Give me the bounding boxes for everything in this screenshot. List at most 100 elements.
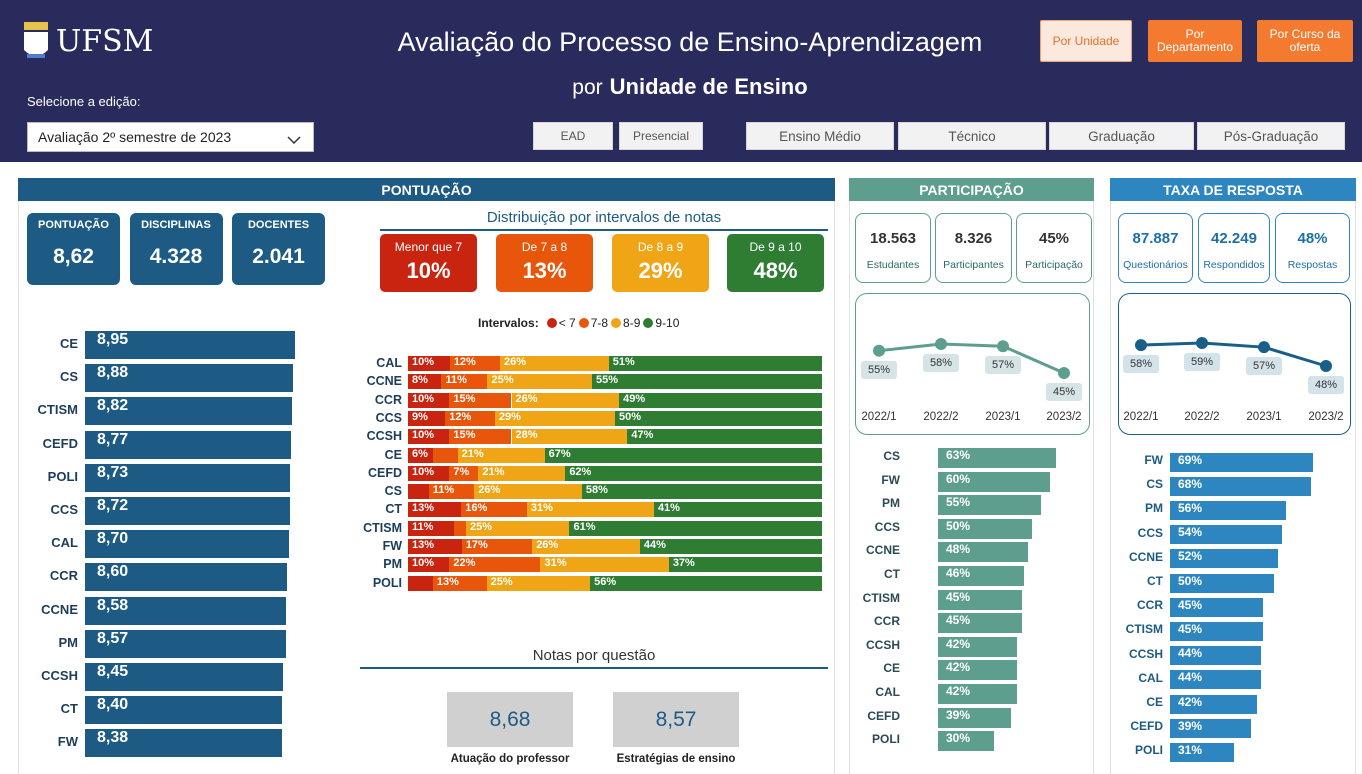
bar: 30% <box>938 731 995 752</box>
bar: 42% <box>1170 694 1258 714</box>
kpi-label: Respondidos <box>1203 259 1265 271</box>
filter-button[interactable]: Presencial <box>619 122 703 150</box>
edition-dropdown[interactable]: Avaliação 2º semestre de 2023 <box>27 122 314 152</box>
logo-text: UFSM <box>56 24 154 59</box>
questions-underline <box>360 667 828 669</box>
bar-label: PM <box>1145 501 1163 516</box>
bar-value-label: 8,82 <box>97 397 129 415</box>
bar-value-label: 8,88 <box>97 364 129 382</box>
bar-value-label: 8,73 <box>97 463 129 481</box>
kpi-value: 48% <box>1297 230 1328 247</box>
bar-label: PM <box>58 634 79 650</box>
filter-button[interactable]: Graduação <box>1049 122 1194 150</box>
bar-segment: 56% <box>590 575 822 591</box>
kpi-box: 48% Respostas <box>1275 213 1350 283</box>
bar-label: CEFD <box>1130 719 1163 734</box>
bar-label: CS <box>384 484 402 499</box>
segment-label: 51% <box>612 356 635 368</box>
segment-label: 58% <box>585 484 608 497</box>
filter-button[interactable]: Pós-Graduação <box>1197 122 1345 150</box>
bar-value-label: 39% <box>946 707 971 722</box>
bar: 8,95 <box>85 331 295 359</box>
bar-segment: 10% <box>408 465 450 481</box>
line-chart-box <box>855 293 1090 435</box>
bar-value-label: 42% <box>1178 694 1203 709</box>
bar-label: CT <box>385 502 402 517</box>
segment-label: 7% <box>453 465 470 478</box>
bar-segment: 9% <box>408 410 446 426</box>
edition-label: Selecione a edição: <box>27 94 141 109</box>
x-tick-label: 2023/1 <box>1246 411 1282 423</box>
distribution-title: Distribuição por intervalos de notas <box>486 209 722 226</box>
filter-button[interactable]: Técnico <box>898 122 1046 150</box>
filter-button[interactable]: Ensino Médio <box>746 122 894 150</box>
bucket-card: De 8 a 9 29% <box>612 234 709 292</box>
bar-segment: 16% <box>461 502 527 518</box>
point-label: 57% <box>985 356 1021 375</box>
bar: 8,38 <box>85 729 282 758</box>
bucket-label: De 7 a 8 <box>521 240 568 254</box>
bar-segment: 25% <box>487 374 592 390</box>
chevron-icon <box>287 136 301 145</box>
segment-label: 12% <box>453 356 476 368</box>
nav-button[interactable]: Por Curso da oferta <box>1257 20 1353 62</box>
bar: 50% <box>1170 573 1274 593</box>
bar: 42% <box>938 636 1017 657</box>
bar-label: CAL <box>875 685 900 699</box>
bar-label: CCSH <box>41 668 78 683</box>
segment-label: 10% <box>412 429 435 442</box>
bar-value-label: 8,60 <box>97 563 129 581</box>
bar-segment: 6% <box>408 447 433 463</box>
bar-label: CCSH <box>865 637 900 652</box>
kpi-card: PONTUAÇÃO 8,62 <box>27 213 120 285</box>
legend-dot <box>643 318 654 328</box>
bar-segment: 13% <box>408 502 462 518</box>
bar-label: CE <box>883 661 900 676</box>
bar-segment: 67% <box>544 447 822 463</box>
segment-label: 44% <box>643 539 666 551</box>
bar-label: CCS <box>1137 525 1163 540</box>
bar-value-label: 48% <box>946 542 971 557</box>
point-label: 48% <box>1308 376 1344 394</box>
bar-segment: 10% <box>408 392 450 408</box>
legend: Intervalos: < 7 7-8 8-9 9-10 <box>478 316 679 330</box>
bar-value-label: 46% <box>946 566 971 580</box>
bar-label: CAL <box>1138 670 1163 685</box>
segment-label: 11% <box>445 374 467 387</box>
bar-segment: 47% <box>627 429 822 445</box>
x-tick-label: 2023/2 <box>1308 411 1344 423</box>
bar-label: CCNE <box>41 601 78 617</box>
x-tick-label: 2023/1 <box>985 411 1021 423</box>
segment-label: 55% <box>596 374 619 387</box>
x-tick-label: 2022/1 <box>861 411 897 423</box>
bar: 39% <box>1170 718 1251 738</box>
bar: 8,60 <box>85 563 287 592</box>
kpi-label: DOCENTES <box>247 219 310 231</box>
bar-label: CCS <box>50 502 78 517</box>
x-tick-label: 2022/1 <box>1123 411 1159 423</box>
bar-value-label: 8,57 <box>97 629 129 647</box>
bar: 8,57 <box>85 629 287 658</box>
legend-label: < 7 <box>558 316 576 330</box>
bucket-value: 29% <box>638 258 683 283</box>
bar: 42% <box>938 660 1017 681</box>
point-label: 59% <box>1184 353 1220 371</box>
bar: 8,70 <box>85 530 290 559</box>
legend-dot <box>546 318 557 328</box>
bar-label: CTISM <box>363 520 402 535</box>
nav-button[interactable]: Por Departamento <box>1148 20 1242 62</box>
kpi-value: 4.328 <box>149 245 203 268</box>
x-tick-label: 2022/2 <box>1184 411 1220 423</box>
kpi-box: 45% Participação <box>1016 213 1092 283</box>
bar-label: CCS <box>375 410 402 425</box>
kpi-value: 18.563 <box>870 230 916 247</box>
segment-label: 61% <box>573 520 596 533</box>
bar-label: CT <box>60 701 78 717</box>
bar-label: POLI <box>1134 743 1163 758</box>
filter-button[interactable]: EAD <box>533 122 613 150</box>
legend-dot <box>611 318 622 328</box>
bar: 46% <box>938 566 1025 586</box>
nav-button[interactable]: Por Unidade <box>1040 20 1132 62</box>
bar-label: CCNE <box>366 374 402 389</box>
